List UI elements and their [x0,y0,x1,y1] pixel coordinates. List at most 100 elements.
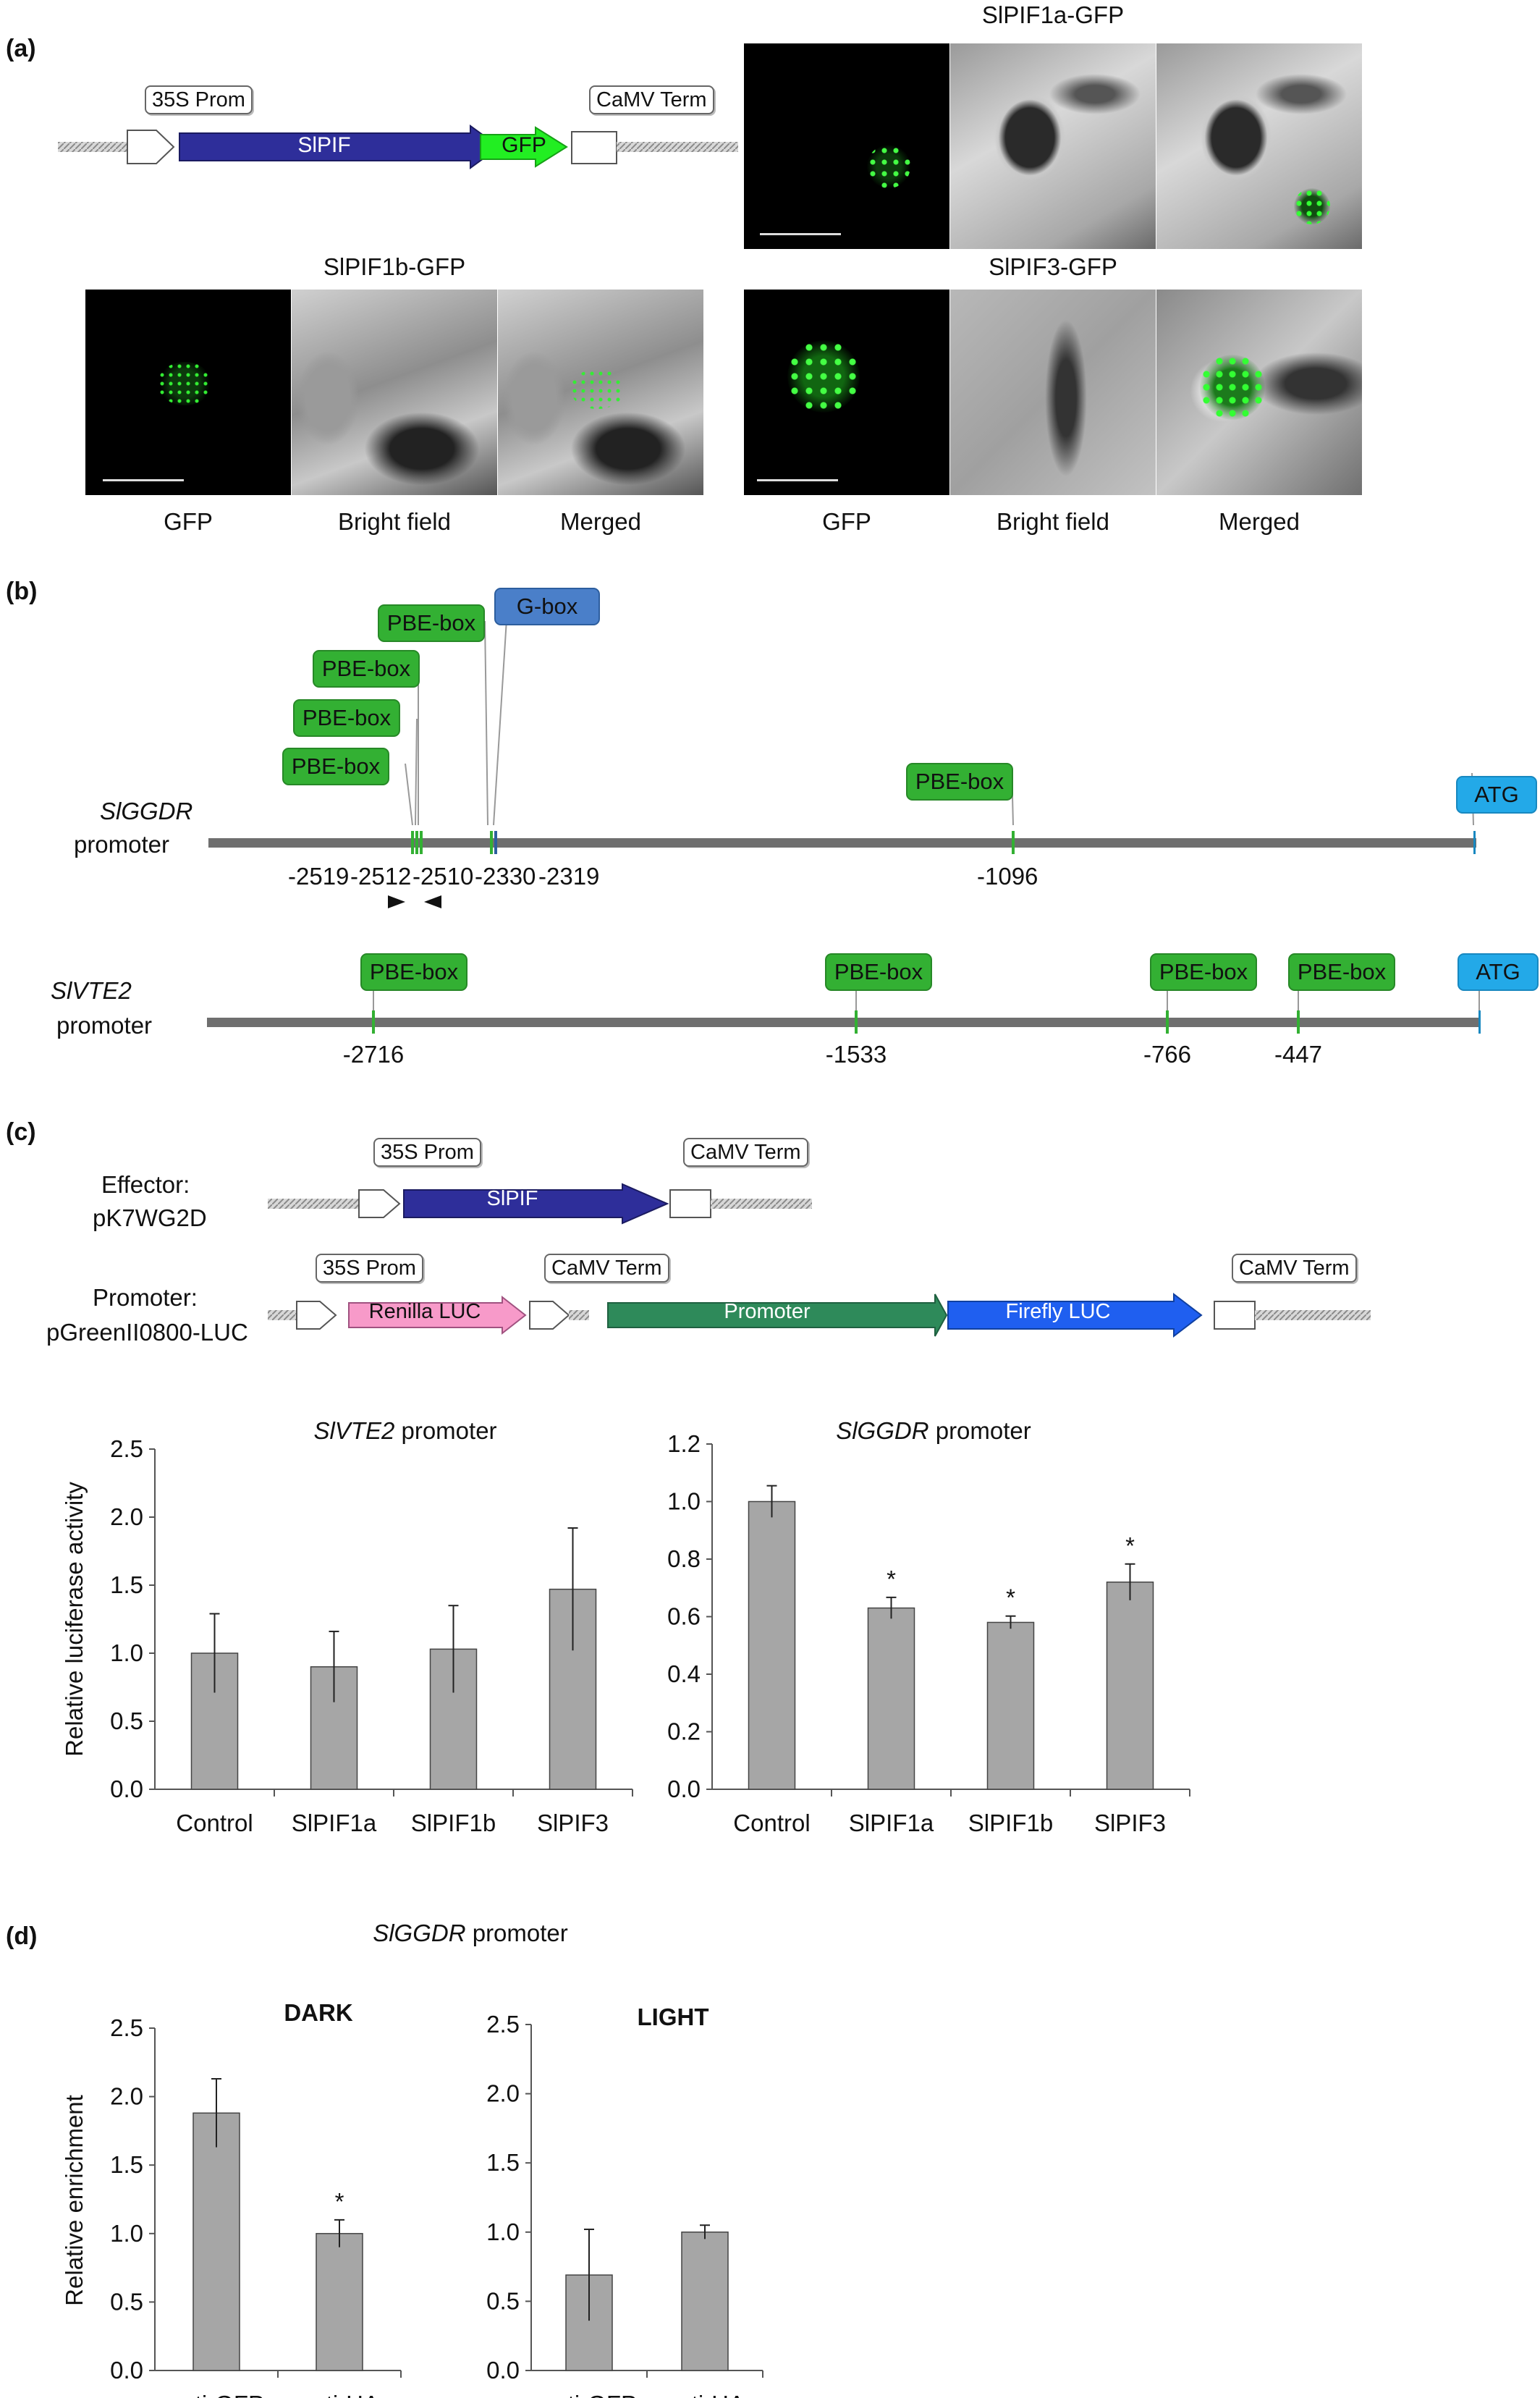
chart-vte2-luciferase: 0.0 0.5 1.0 1.5 2.0 2.5 Relative luciferase ac… [61,1435,633,1836]
x-tick-label: SlPIF1b [968,1810,1053,1836]
x-tick-label: SlPIF1a [292,1810,377,1836]
gfp-image-pif1b [85,290,291,495]
vte2-pos-3: -766 [1143,1041,1192,1068]
reporter-line1: Promoter: [93,1284,198,1311]
ggdr-pbe-box-2: PBE-box [293,699,400,737]
vte2-suffix: promoter [56,1012,153,1039]
ggdr-pbe-box-5: PBE-box [906,763,1013,801]
panel-d-title: SlGGDR promoter [373,1920,568,1946]
ggdr-pos-5: -2319 [538,863,600,890]
bright-image-pif3 [950,290,1156,495]
set-title-pif3: SlPIF3-GFP [989,253,1117,280]
panel-a-label: (a) [6,35,36,62]
chart-vte2-title: SlVTE2 promoter [313,1417,497,1444]
significance-mark: * [1006,1584,1015,1611]
y-tick-label: 2.5 [110,2014,143,2041]
ggdr-pos-3: -2510 [412,863,474,890]
x-tick-label: Control [733,1810,810,1836]
x-tick-label: anti-GFP [169,2391,264,2398]
ggdr-name: SlGGDR [100,798,193,824]
gfp-image-pif1a [744,43,949,249]
gfp-construct-diagram [58,124,738,169]
y-tick-label: 0.2 [667,1718,701,1745]
chart-enrichment-light: 0.0 0.5 1.0 1.5 2.0 2.5 anti-GFP anti-HA [486,2011,763,2398]
chart-ggdr-luciferase: 0.0 0.2 0.4 0.6 0.8 1.0 1.2 Control * SlPIF1a * SlP… [667,1430,1190,1836]
ggdr-pos-6: -1096 [977,863,1038,890]
effector-term-tag: CaMV Term [683,1138,808,1167]
x-tick-label: SlPIF1a [849,1810,934,1836]
caption-bright-left: Bright field [338,508,451,535]
chart-light-title: LIGHT [637,2004,709,2030]
y-tick-label: 1.5 [110,1571,143,1598]
effector-gene-label: SlPIF [486,1187,538,1210]
ggdr-pbe-box-1: PBE-box [282,748,389,785]
bar-anti-HA [681,2232,729,2371]
y-tick-label: 2.5 [110,1435,143,1462]
set-title-pif1a: SlPIF1a-GFP [981,1,1125,28]
effector-prom-tag: 35S Prom [373,1138,481,1167]
caption-gfp-left: GFP [164,508,213,535]
vte2-pos-1: -2716 [342,1041,405,1068]
promoter-map-lines [207,619,1481,1034]
merged-image-pif1b [498,290,703,495]
caption-bright-right: Bright field [997,508,1109,535]
y-axis-label: Relative luciferase activity [61,1482,88,1757]
bar-SlPIF1a [867,1607,915,1790]
y-tick-label: 1.0 [110,2220,143,2247]
vte2-pbe-box-4: PBE-box [1288,953,1395,991]
bright-image-pif1a [950,43,1156,249]
panel-b-label: (b) [6,578,38,605]
gene-label: SlPIF [297,133,351,157]
y-tick-label: 0.0 [110,1776,143,1802]
y-tick-label: 2.5 [486,2011,520,2038]
prom-tag: 35S Prom [145,85,253,114]
x-tick-label: SlPIF3 [1094,1810,1166,1836]
y-tick-label: 0.5 [110,2288,143,2315]
x-tick-label: anti-HA [300,2391,379,2398]
panel-d-label: (d) [6,1922,38,1950]
vte2-atg-box: ATG [1458,953,1539,991]
set-title-pif1b: SlPIF1b-GFP [323,253,466,280]
ggdr-pos-4: -2330 [475,863,536,890]
vte2-name: SlVTE2 [51,977,132,1004]
chart-enrichment-dark: 0.0 0.5 1.0 1.5 2.0 2.5 Relative enrichment ant… [61,2014,402,2398]
y-tick-label: 2.0 [486,2080,520,2107]
bar-anti-HA [316,2233,363,2371]
luc-construct-diagram [268,1183,1371,1338]
firefly-label: Firefly LUC [1005,1300,1111,1323]
caption-merged-right: Merged [1219,508,1300,535]
x-tick-label: anti-HA [665,2391,745,2398]
effector-line1: Effector: [101,1171,190,1198]
chart-ggdr-title: SlGGDR promoter [836,1417,1031,1444]
y-tick-label: 1.0 [110,1639,143,1666]
reporter-term1-tag: CaMV Term [544,1254,669,1283]
vte2-pos-4: -447 [1274,1041,1323,1068]
y-tick-label: 0.0 [667,1776,701,1802]
ggdr-pos-1: -2519 [288,863,350,890]
reporter-term2-tag: CaMV Term [1232,1254,1357,1283]
y-tick-label: 0.8 [667,1545,701,1572]
merged-image-pif1a [1156,43,1362,249]
significance-mark: * [887,1566,896,1592]
vte2-pbe-box-2: PBE-box [825,953,932,991]
x-tick-label: anti-GFP [541,2391,637,2398]
panel-c-label: (c) [6,1118,36,1146]
effector-line2: pK7WG2D [93,1204,207,1231]
gfp-label: GFP [502,133,546,157]
y-tick-label: 0.5 [486,2287,520,2314]
y-tick-label: 2.0 [110,2083,143,2110]
vte2-pbe-box-3: PBE-box [1150,953,1257,991]
bar-SlPIF1b [986,1621,1035,1790]
bar-SlPIF3 [1106,1582,1154,1790]
ggdr-atg-box: ATG [1456,776,1537,814]
renilla-label: Renilla LUC [368,1300,481,1323]
x-tick-label: SlPIF3 [537,1810,609,1836]
ggdr-pos-2: -2512 [350,863,412,890]
bar-Control [748,1500,796,1790]
y-tick-label: 1.2 [667,1430,701,1457]
bar-anti-GFP [192,2112,240,2371]
y-tick-label: 1.0 [667,1488,701,1515]
y-tick-label: 0.5 [110,1707,143,1734]
y-tick-label: 0.6 [667,1603,701,1630]
vte2-pbe-box-1: PBE-box [360,953,468,991]
